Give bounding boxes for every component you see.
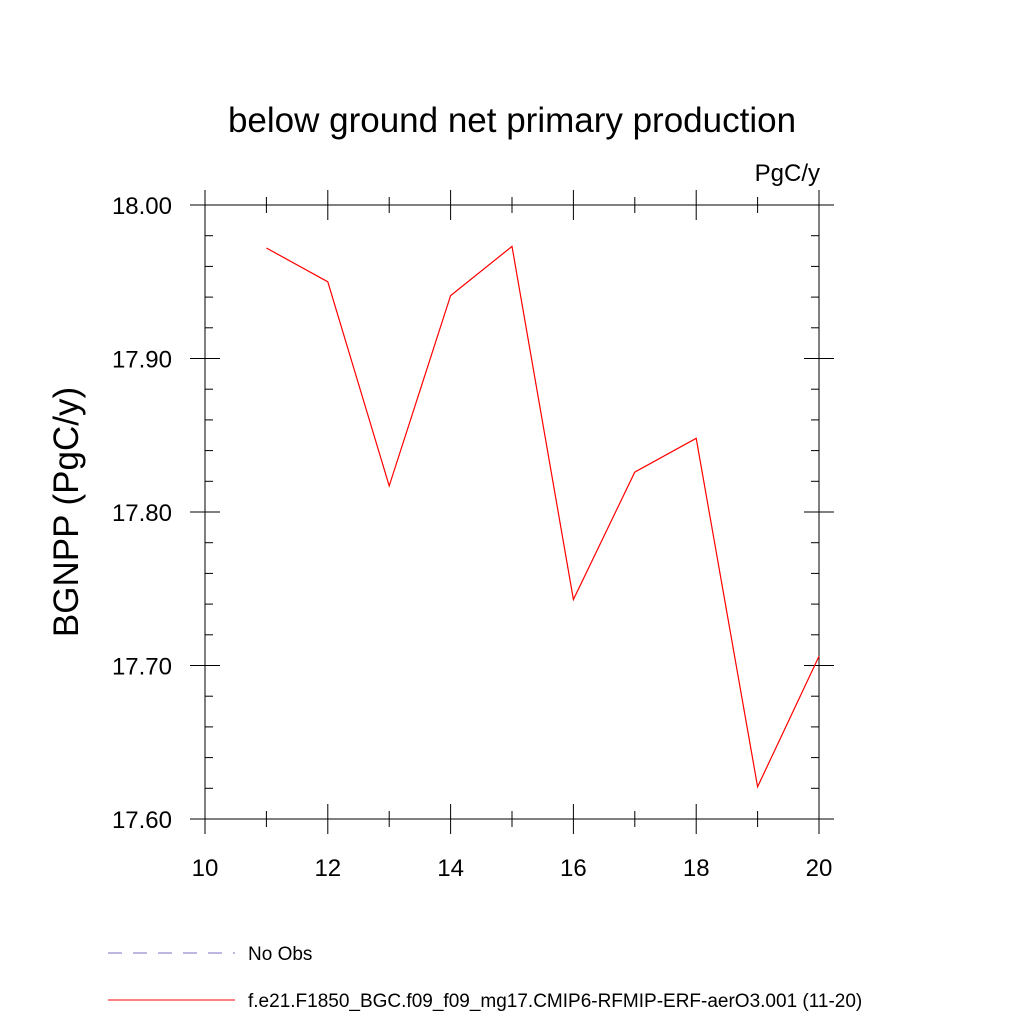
y-tick-label: 18.00: [112, 193, 172, 220]
x-tick-label: 14: [437, 855, 464, 882]
series-line: [266, 245, 820, 789]
x-tick-label: 20: [806, 855, 833, 882]
axis-tick-labels: 10 12 14 16 18 20 17.60 17.70 17.80 17.90 18.00: [112, 193, 832, 882]
plot-frame: [204, 204, 820, 820]
x-tick-label: 18: [683, 855, 710, 882]
legend-label: No Obs: [248, 944, 312, 965]
chart-title: below ground net primary production: [228, 101, 796, 140]
series-group: [266, 245, 820, 789]
legend-label: f.e21.F1850_BGC.f09_f09_mg17.CMIP6-RFMIP…: [248, 991, 862, 1012]
y-axis-label: BGNPP (PgC/y): [47, 387, 86, 637]
y-tick-label: 17.60: [112, 807, 172, 834]
y-tick-label: 17.80: [112, 500, 172, 527]
units-label: PgC/y: [755, 160, 820, 187]
y-tick-label: 17.70: [112, 654, 172, 681]
y-tick-label: 17.90: [112, 347, 172, 374]
x-tick-label: 16: [560, 855, 587, 882]
x-tick-label: 12: [314, 855, 341, 882]
x-tick-label: 10: [192, 855, 219, 882]
axis-ticks: [190, 190, 834, 834]
legend: No Obs f.e21.F1850_BGC.f09_f09_mg17.CMIP6…: [108, 944, 862, 1012]
